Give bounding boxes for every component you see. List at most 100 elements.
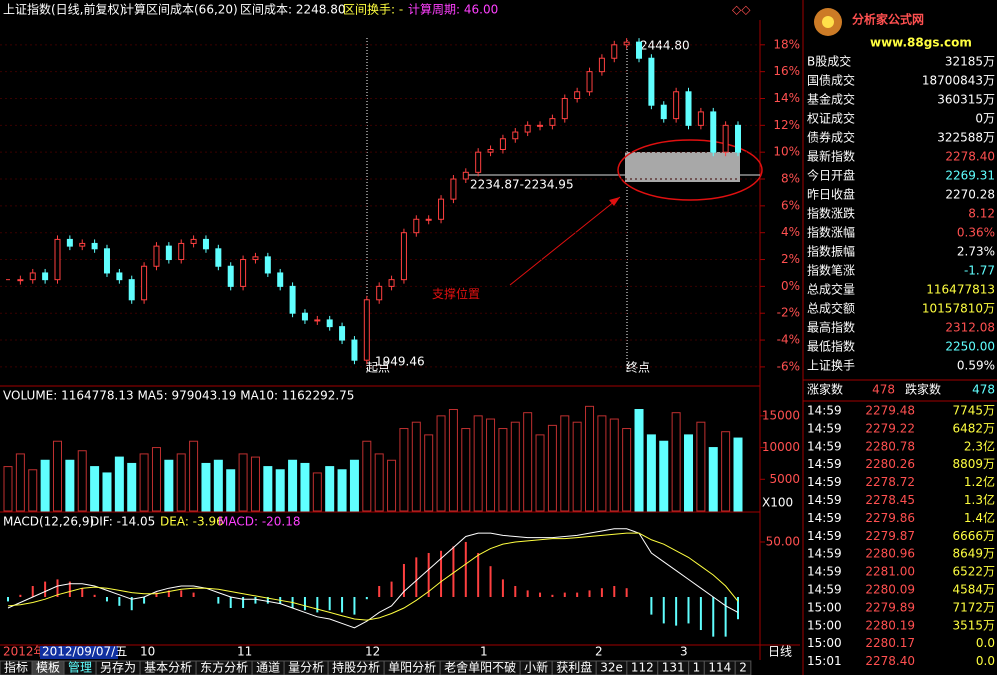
candle [524, 124, 531, 133]
tick-volume: 8649万 [952, 547, 995, 561]
tab-label[interactable]: 单阳分析 [388, 661, 436, 675]
tick-time: 14:59 [807, 565, 842, 579]
candle [91, 242, 98, 250]
icon[interactable]: ◇◇ [732, 3, 751, 17]
stat-value: 116477813 [926, 283, 995, 297]
stat-value: 2250.00 [945, 340, 995, 354]
tab-label[interactable]: 获利盘 [556, 660, 592, 675]
candle [425, 218, 432, 221]
tab-label[interactable]: 老舍单阳不破 [444, 660, 516, 675]
volume-bar [176, 453, 186, 512]
tab-label[interactable]: 模板 [36, 661, 60, 675]
stat-label: 最低指数 [807, 339, 855, 354]
volume-bar [461, 428, 471, 512]
volume-bar [15, 453, 25, 512]
candle [710, 111, 717, 153]
y-tick-label: 14% [773, 91, 800, 105]
stat-label: 指数笔涨 [807, 263, 855, 278]
candle [487, 148, 494, 153]
candle [289, 285, 296, 314]
volume-bar [387, 459, 397, 512]
tick-time: 14:59 [807, 493, 842, 507]
volume-bar [28, 469, 38, 512]
stat-value: 360315万 [937, 93, 995, 107]
volume-bar [547, 424, 557, 512]
tab-label[interactable]: 东方分析 [200, 660, 248, 675]
volume-bar [424, 434, 434, 512]
tick-time: 14:59 [807, 421, 842, 435]
tick-price: 2281.00 [865, 565, 915, 579]
volume-bar [151, 447, 161, 512]
volume-bar [213, 459, 223, 512]
tick-price: 2280.17 [865, 636, 915, 650]
tab-label[interactable]: 指标 [4, 660, 28, 675]
tab-label[interactable]: 32e [600, 661, 623, 675]
tab-label[interactable]: 持股分析 [332, 660, 380, 675]
end-label: 终点 [626, 360, 650, 375]
candle [722, 124, 729, 153]
candle [499, 138, 506, 150]
candle [438, 198, 445, 220]
tick-price: 2280.09 [865, 583, 915, 597]
volume-bar [362, 440, 372, 512]
candle [66, 238, 73, 247]
stat-label: 总成交量 [807, 282, 855, 297]
tab-label[interactable]: 基本分析 [144, 661, 192, 675]
stat-label: 最高指数 [807, 320, 855, 335]
tick-volume: 8809万 [952, 457, 995, 471]
tick-volume: 7172万 [952, 600, 995, 614]
candle [165, 245, 172, 261]
tick-volume: 4584万 [952, 583, 995, 597]
tab-label[interactable]: 量分析 [288, 661, 324, 675]
volume-bar [226, 469, 236, 512]
tick-volume: 7745万 [952, 404, 995, 418]
tick-volume: 6666万 [952, 529, 995, 543]
candle [29, 272, 36, 281]
tab-label[interactable]: 1 [693, 661, 701, 675]
stat-label: B股成交 [807, 54, 851, 69]
tick-time: 14:59 [807, 475, 842, 489]
dea-label: DEA: -3.96 [160, 515, 224, 529]
tab-label[interactable]: 131 [662, 661, 685, 675]
tab[interactable] [734, 660, 752, 675]
stat-label: 国债成交 [807, 73, 855, 88]
tab-label[interactable]: 另存为 [100, 661, 136, 675]
tab-label[interactable]: 小新 [524, 660, 548, 675]
volume-bar [671, 412, 681, 512]
tab-label[interactable]: 112 [631, 661, 654, 675]
volume-bar [65, 459, 75, 512]
tab-label[interactable]: 2 [739, 661, 747, 675]
candle [400, 232, 407, 281]
candle [17, 279, 24, 282]
tick-volume: 6522万 [952, 565, 995, 579]
candle [537, 124, 544, 127]
period[interactable]: 日线 [768, 645, 792, 659]
y-tick-label: -6% [777, 359, 800, 373]
tab-label[interactable]: 114 [708, 661, 731, 675]
tick-time: 15:01 [807, 654, 842, 668]
volume-bar [90, 466, 100, 512]
stat-label: 指数振幅 [807, 244, 855, 259]
date-label: 12 [365, 645, 380, 659]
candle [648, 57, 655, 106]
macd-title: MACD(12,26,9) [3, 515, 94, 529]
stat-value: 0.59% [957, 359, 995, 373]
header-calc: 计算区间成本(66,20) [122, 2, 238, 17]
candle [227, 265, 234, 287]
tick-volume: 6482万 [952, 421, 995, 435]
y-tick-label: 2% [781, 252, 800, 266]
tab-label[interactable]: 通道 [256, 661, 280, 675]
tick-time: 15:00 [807, 636, 842, 650]
stat-label: 最新指数 [807, 149, 855, 164]
y-tick-label: 50.00 [766, 534, 800, 548]
volume-unit: X100 [762, 496, 793, 510]
volume-bar [127, 462, 137, 512]
volume-bar [189, 440, 199, 512]
tab-label[interactable]: 管理 [68, 660, 92, 675]
candle [376, 285, 383, 301]
volume-bar [263, 466, 273, 512]
tick-time: 14:59 [807, 457, 842, 471]
start-label: 起点 [366, 361, 390, 375]
